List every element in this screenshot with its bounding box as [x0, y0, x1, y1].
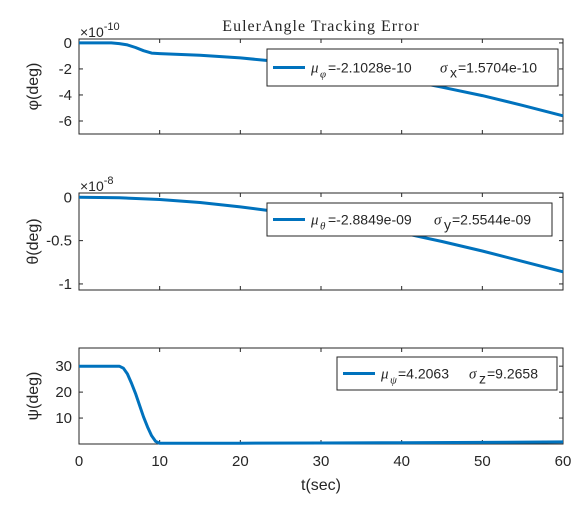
x-tick-label: 0	[75, 453, 83, 470]
x-tick-label: 40	[393, 453, 410, 470]
y-tick-label: -4	[59, 87, 72, 104]
legend-sigma-value: =2.5544e-09	[452, 212, 531, 228]
legend-mu-subscript: ψ	[390, 375, 397, 387]
legend-sigma-symbol: σ	[434, 213, 442, 229]
legend-mu-value: =-2.8849e-09	[328, 212, 412, 228]
y-tick-label: -2	[59, 61, 72, 78]
subplot-3: 0 10 20 30 40 50 60 10 20 30 ψ(deg) t(sec) μ ψ =4.2063…	[25, 347, 572, 494]
y-tick-label: 10	[55, 410, 72, 427]
x-tick-label: 10	[151, 453, 168, 470]
legend-mu-symbol: μ	[380, 367, 389, 383]
y-tick-label: 0	[64, 35, 72, 52]
legend-box	[266, 48, 559, 87]
legend-mu-subscript: φ	[320, 69, 326, 81]
subplot-1: 0 -2 -4 -6 ×10-10 φ(deg) EulerAngle Tracking E…	[25, 18, 564, 135]
legend-mu-symbol: μ	[310, 213, 319, 229]
legend: μ θ =-2.8849e-09 σ y =2.5544e-09	[266, 202, 553, 237]
y-tick-label: 20	[55, 384, 72, 401]
legend-sigma-subscript: y	[444, 217, 451, 233]
legend-sigma-subscript: z	[479, 371, 486, 387]
legend-sigma-symbol: σ	[440, 61, 448, 77]
axis-exponent: ×10-8	[80, 175, 114, 194]
legend-sigma-value: =9.2658	[487, 366, 538, 382]
y-tick-label: -6	[59, 113, 72, 130]
series-line	[79, 364, 564, 445]
legend-sigma-symbol: σ	[469, 367, 477, 383]
legend-mu-symbol: μ	[310, 61, 319, 77]
exponent-power: -10	[104, 21, 120, 33]
subplot-2: 0 -0.5 -1 ×10-8 θ(deg) μ θ =-2.8849e-09 σ y =2.554…	[25, 175, 564, 293]
legend-mu-subscript: θ	[320, 221, 326, 233]
chart-title: EulerAngle Tracking Error	[222, 18, 419, 35]
legend-sigma-subscript: x	[450, 65, 457, 81]
series-line	[79, 41, 564, 118]
legend-sigma-value: =1.5704e-10	[458, 60, 537, 76]
legend-mu-value: =-2.1028e-10	[328, 60, 412, 76]
y-tick-label: 0	[64, 189, 72, 206]
y-axis-label: φ(deg)	[25, 63, 42, 111]
exponent-power: -8	[104, 175, 114, 187]
legend: μ φ =-2.1028e-10 σ x =1.5704e-10	[266, 48, 559, 87]
x-tick-label: 30	[313, 453, 330, 470]
x-axis-label: t(sec)	[301, 477, 341, 494]
y-tick-label: -0.5	[46, 233, 72, 250]
x-tick-label: 60	[555, 453, 572, 470]
x-tick-label: 20	[232, 453, 249, 470]
y-axis-label: ψ(deg)	[25, 372, 42, 421]
exponent-base: ×10	[80, 178, 104, 194]
y-axis-label: θ(deg)	[25, 218, 42, 264]
legend-mu-value: =4.2063	[398, 366, 449, 382]
exponent-base: ×10	[80, 24, 104, 40]
x-tick-label: 50	[474, 453, 491, 470]
legend: μ ψ =4.2063 σ z =9.2658	[336, 356, 558, 391]
axis-exponent: ×10-10	[80, 21, 120, 40]
y-tick-label: 30	[55, 358, 72, 375]
y-tick-label: -1	[59, 276, 72, 293]
legend-box	[266, 202, 553, 237]
